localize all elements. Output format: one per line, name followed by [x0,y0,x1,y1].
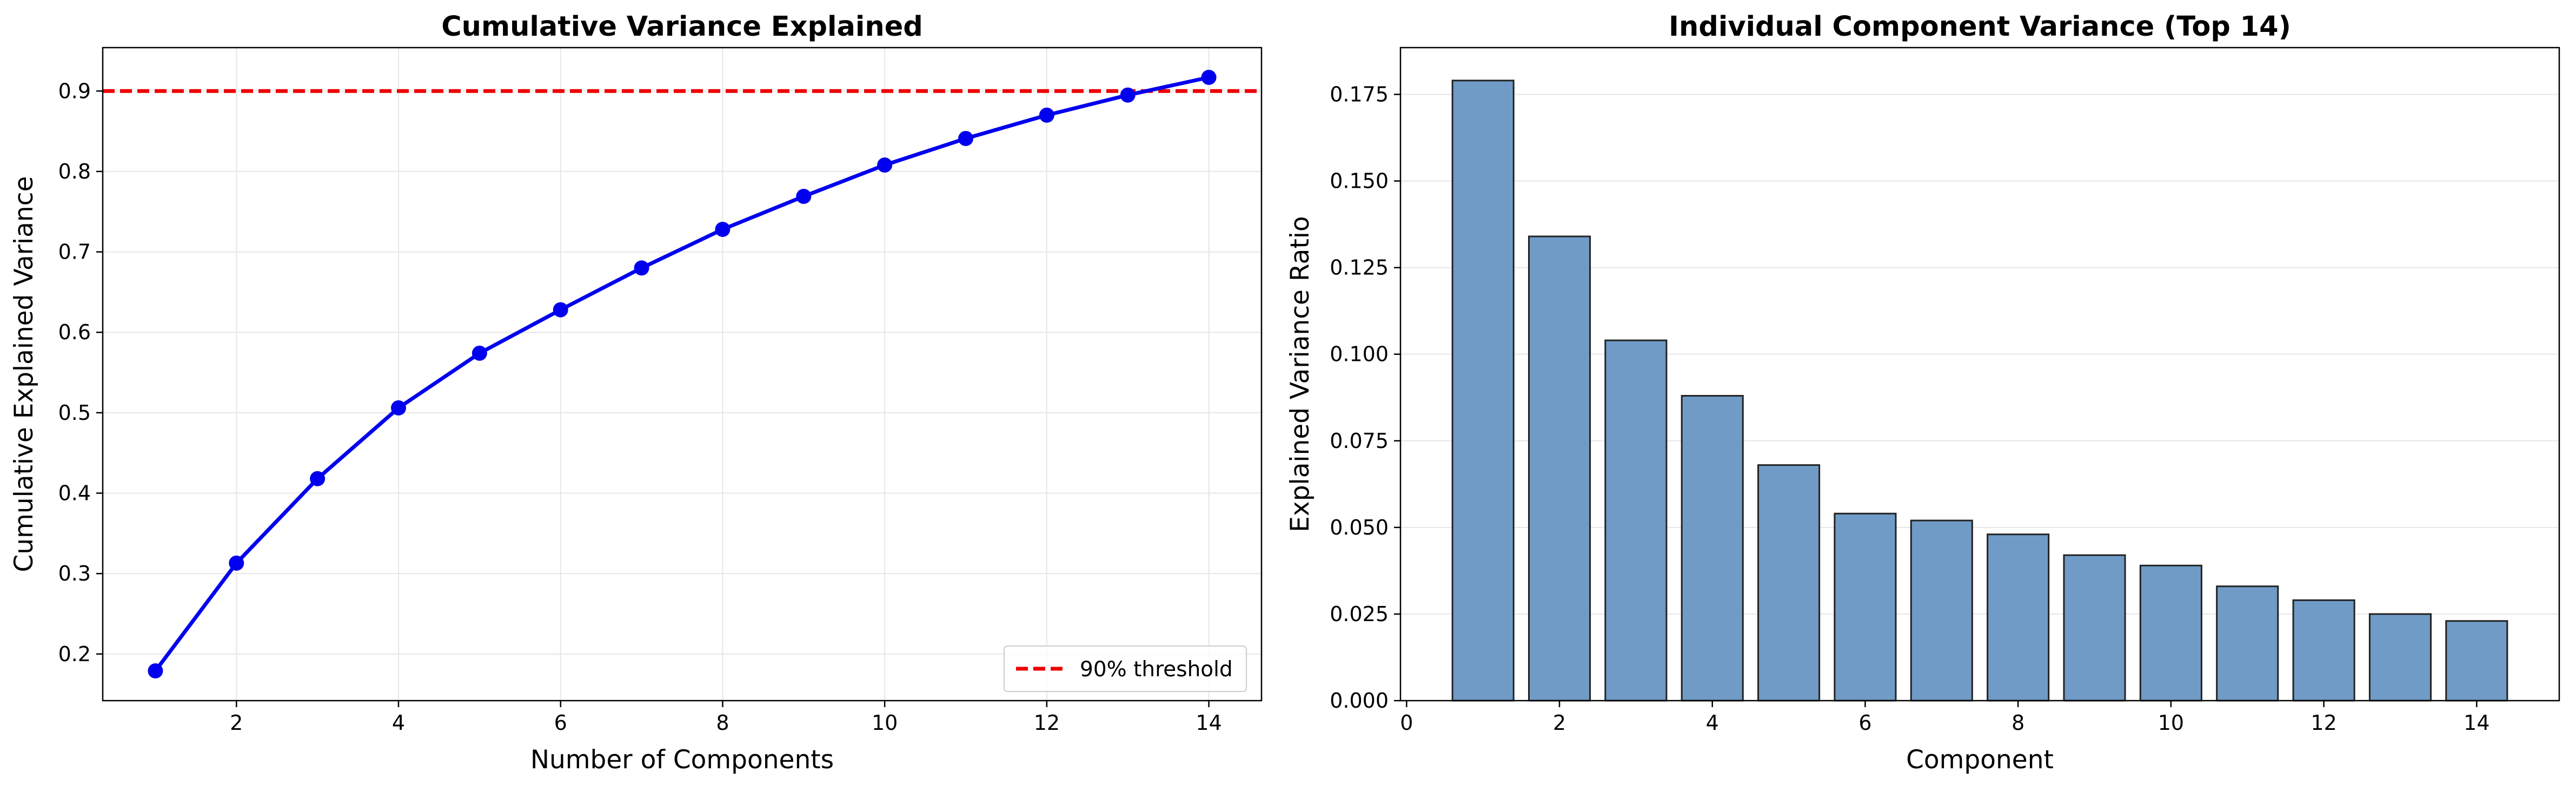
cumulative-chart-title: Cumulative Variance Explained [441,11,923,43]
x-tick-label: 14 [2464,711,2489,735]
component-plot-frame [1399,47,2560,702]
data-point [229,555,244,571]
x-tick-label: 2 [230,711,243,735]
bar-component-13 [2368,613,2432,702]
y-tick-label: 0.125 [1330,256,1389,280]
component-chart-title: Individual Component Variance (Top 14) [1669,11,2291,43]
data-point [390,400,406,416]
y-tick-label: 0.000 [1330,689,1389,713]
y-tick-label: 0.075 [1330,429,1389,453]
x-tick-label: 8 [2011,711,2024,735]
data-point [877,157,893,173]
bar-component-2 [1528,235,1591,702]
data-point [634,260,649,276]
cumulative-variance-chart: 2 4 6 8 10 12 14 0.2 0.3 0.4 0.5 0.6 0.7 0.8 0.9 Cumul… [9,11,1263,775]
bar-component-12 [2292,599,2355,702]
x-tick-label: 4 [392,711,405,735]
y-tick-label: 0.7 [58,240,91,264]
data-point [553,302,568,318]
legend-label-threshold: 90% threshold [1080,657,1233,682]
bar-component-6 [1834,512,1897,702]
cumulative-y-axis-label: Cumulative Explained Variance [9,176,39,572]
y-tick-label: 0.025 [1330,602,1389,626]
x-tick-label: 6 [1858,711,1871,735]
data-point [148,663,163,679]
bar-component-10 [2139,564,2202,702]
x-tick-label: 8 [716,711,729,735]
y-tick-label: 0.050 [1330,516,1389,539]
bar-component-7 [1910,519,1973,702]
bar-component-5 [1757,464,1821,702]
component-variance-chart: 0.000 0.025 0.050 0.075 0.100 0.125 0.150 0.175… [1285,11,2560,775]
legend-box [1004,645,1247,692]
bar-component-11 [2216,585,2279,702]
y-tick-label: 0.100 [1330,342,1389,366]
series-line [154,75,1210,673]
data-point [1120,87,1136,103]
component-x-axis-label: Component [1906,745,2054,775]
data-point [472,345,487,361]
x-tick-label: 10 [2158,711,2184,735]
cumulative-legend: 90% threshold [1004,645,1247,692]
y-tick-label: 0.5 [58,401,91,425]
component-y-axis-label: Explained Variance Ratio [1285,216,1315,532]
cumulative-series [148,69,1217,679]
bar-component-9 [2063,554,2126,702]
y-tick-label: 0.4 [58,481,91,505]
y-tick-label: 0.8 [58,160,91,183]
cumulative-ticks: 2 4 6 8 10 12 14 0.2 0.3 0.4 0.5 0.6 0.7 0.8 0.9 [58,79,1222,735]
cumulative-x-axis-label: Number of Components [530,745,834,775]
x-tick-label: 14 [1196,711,1221,735]
x-tick-label: 0 [1400,711,1413,735]
data-point [1201,69,1217,85]
data-point [958,130,974,146]
x-tick-label: 4 [1706,711,1719,735]
x-tick-label: 12 [2311,711,2336,735]
data-point [796,188,812,204]
y-tick-label: 0.175 [1330,82,1389,106]
cumulative-plot-frame [102,47,1263,702]
component-bars [1451,80,2508,702]
x-tick-label: 2 [1553,711,1566,735]
bar-component-1 [1451,80,1515,702]
bar-component-3 [1604,339,1668,702]
component-ticks: 0.000 0.025 0.050 0.075 0.100 0.125 0.150 0.175… [1330,82,2489,735]
data-point [1039,107,1054,123]
y-tick-label: 0.9 [58,79,91,103]
y-tick-label: 0.3 [58,562,91,585]
data-point [310,471,326,486]
y-tick-label: 0.6 [58,320,91,344]
data-point [715,221,731,237]
x-tick-label: 10 [872,711,898,735]
x-tick-label: 6 [554,711,567,735]
y-tick-label: 0.150 [1330,169,1389,193]
y-tick-label: 0.2 [58,642,91,666]
x-tick-label: 12 [1034,711,1060,735]
cumulative-grid [103,48,1262,701]
bar-component-4 [1681,395,1744,702]
bar-component-14 [2445,620,2508,702]
bar-component-8 [1987,533,2050,702]
